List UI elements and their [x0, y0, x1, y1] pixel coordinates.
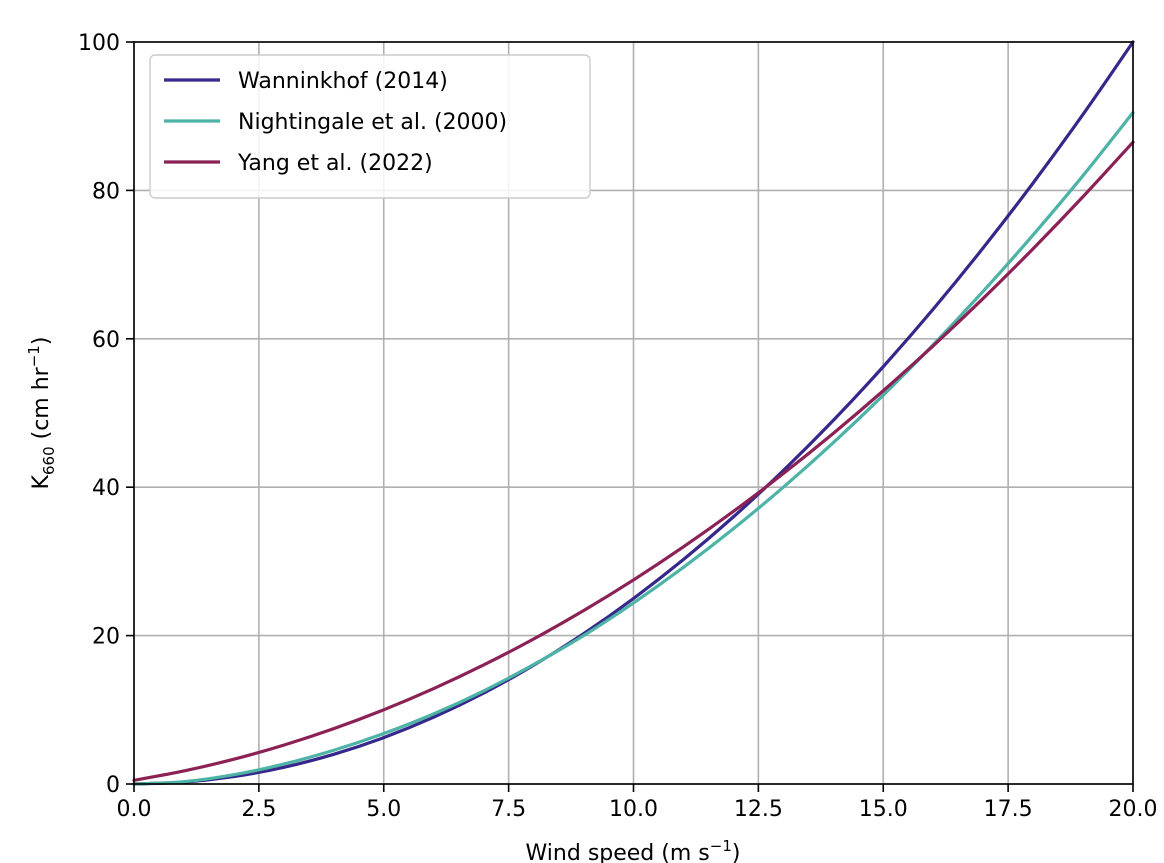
legend-entry: Wanninkhof (2014) [238, 69, 448, 94]
series-line-2 [132, 140, 1135, 782]
y-tick-label: 60 [92, 328, 120, 353]
x-axis-label: Wind speed (m s−1) [526, 837, 741, 863]
legend-entry: Nightingale et al. (2000) [238, 110, 507, 135]
x-tick-label: 7.5 [491, 797, 526, 822]
x-tick-label: 15.0 [859, 797, 908, 822]
y-tick-label: 100 [78, 31, 120, 56]
axis-ticks: 0.0 2.5 5.0 7.5 10.0 12.5 15.0 17.5 20.0 0 20 40 60 8… [78, 31, 1157, 822]
series-line-1 [132, 110, 1135, 786]
legend: Wanninkhof (2014) Nightingale et al. (200… [149, 54, 591, 199]
y-tick-label: 20 [92, 625, 120, 650]
legend-entry: Yang et al. (2022) [237, 151, 433, 176]
y-tick-label: 40 [92, 476, 120, 501]
series-lines [132, 40, 1135, 786]
y-tick-label: 0 [106, 773, 120, 798]
y-axis-label: K660 (cm hr−1) [25, 337, 58, 490]
x-tick-label: 2.5 [241, 797, 276, 822]
y-tick-label: 80 [92, 179, 120, 204]
x-tick-label: 17.5 [984, 797, 1033, 822]
series-line-0 [132, 40, 1135, 786]
x-tick-label: 5.0 [366, 797, 401, 822]
x-tick-label: 20.0 [1109, 797, 1158, 822]
x-tick-label: 0.0 [117, 797, 152, 822]
legend-box [149, 54, 591, 199]
x-tick-label: 10.0 [609, 797, 658, 822]
x-tick-label: 12.5 [734, 797, 783, 822]
